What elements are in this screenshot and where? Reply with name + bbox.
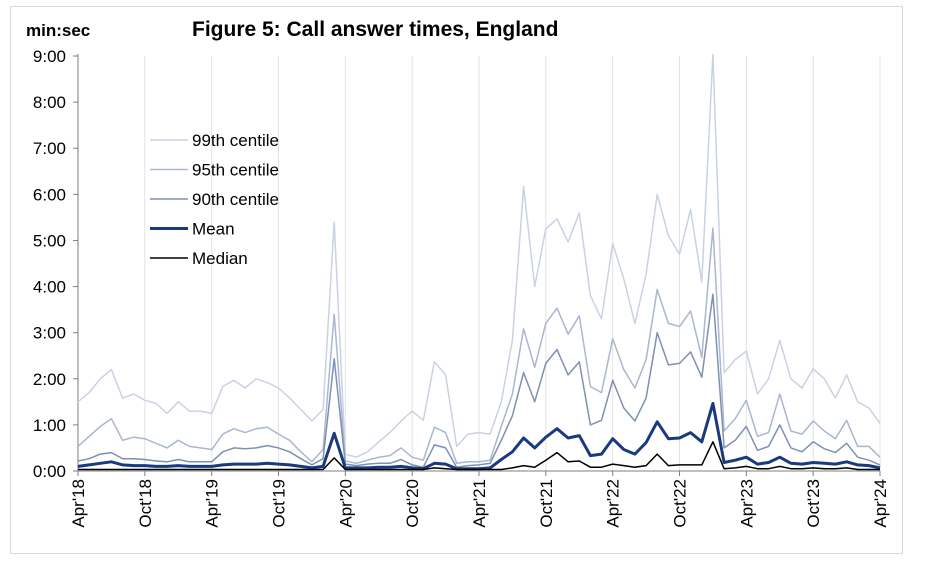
y-tick-label-7: 7:00 xyxy=(33,139,66,158)
y-tick-label-9: 9:00 xyxy=(33,47,66,66)
y-tick-label-2: 2:00 xyxy=(33,370,66,389)
gridlines xyxy=(77,56,881,471)
y-tick-label-3: 3:00 xyxy=(33,324,66,343)
x-tick-label-12: Apr'24 xyxy=(871,479,890,528)
legend-label-2: 90th centile xyxy=(192,190,279,209)
x-tick-label-9: Oct'22 xyxy=(670,479,689,528)
series-line-2 xyxy=(77,293,881,468)
legend-label-1: 95th centile xyxy=(192,161,279,180)
y-tick-label-8: 8:00 xyxy=(33,93,66,112)
x-tick-label-5: Oct'20 xyxy=(403,479,422,528)
x-tick-label-1: Oct'18 xyxy=(136,479,155,528)
x-tick-label-11: Oct'23 xyxy=(804,479,823,528)
legend-label-3: Mean xyxy=(192,220,235,239)
x-tick-label-3: Oct'19 xyxy=(269,479,288,528)
x-tick-label-10: Apr'23 xyxy=(737,479,756,528)
legend-label-0: 99th centile xyxy=(192,131,279,150)
y-tick-labels: 0:00 1:00 2:00 3:00 4:00 5:00 6:00 7:00 8:00 9:00 xyxy=(33,47,78,481)
y-tick-label-0: 0:00 xyxy=(33,462,66,481)
y-tick-label-5: 5:00 xyxy=(33,231,66,250)
chart-title: Figure 5: Call answer times, England xyxy=(192,18,558,41)
y-axis-unit-label: min:sec xyxy=(26,21,90,40)
legend-label-4: Median xyxy=(192,249,248,268)
x-tick-label-2: Apr'19 xyxy=(203,479,222,528)
x-tick-label-0: Apr'18 xyxy=(69,479,88,528)
series-line-1 xyxy=(77,227,881,465)
x-tick-label-8: Apr'22 xyxy=(604,479,623,528)
x-tick-label-6: Apr'21 xyxy=(470,479,489,528)
series-line-0 xyxy=(77,53,881,458)
series-lines xyxy=(77,53,881,471)
x-tick-label-7: Oct'21 xyxy=(537,479,556,528)
x-tick-labels: Apr'18 Oct'18 Apr'19 Oct'19 Apr'20 Oct'20 Apr'… xyxy=(69,471,890,528)
series-line-4 xyxy=(78,441,880,471)
x-tick-label-4: Apr'20 xyxy=(336,479,355,528)
y-tick-label-6: 6:00 xyxy=(33,185,66,204)
y-tick-label-1: 1:00 xyxy=(33,416,66,435)
y-tick-label-4: 4:00 xyxy=(33,278,66,297)
series-line-3 xyxy=(77,401,881,471)
chart-frame xyxy=(10,6,903,554)
legend: 99th centile 95th centile 90th centile Mean… xyxy=(150,131,279,268)
